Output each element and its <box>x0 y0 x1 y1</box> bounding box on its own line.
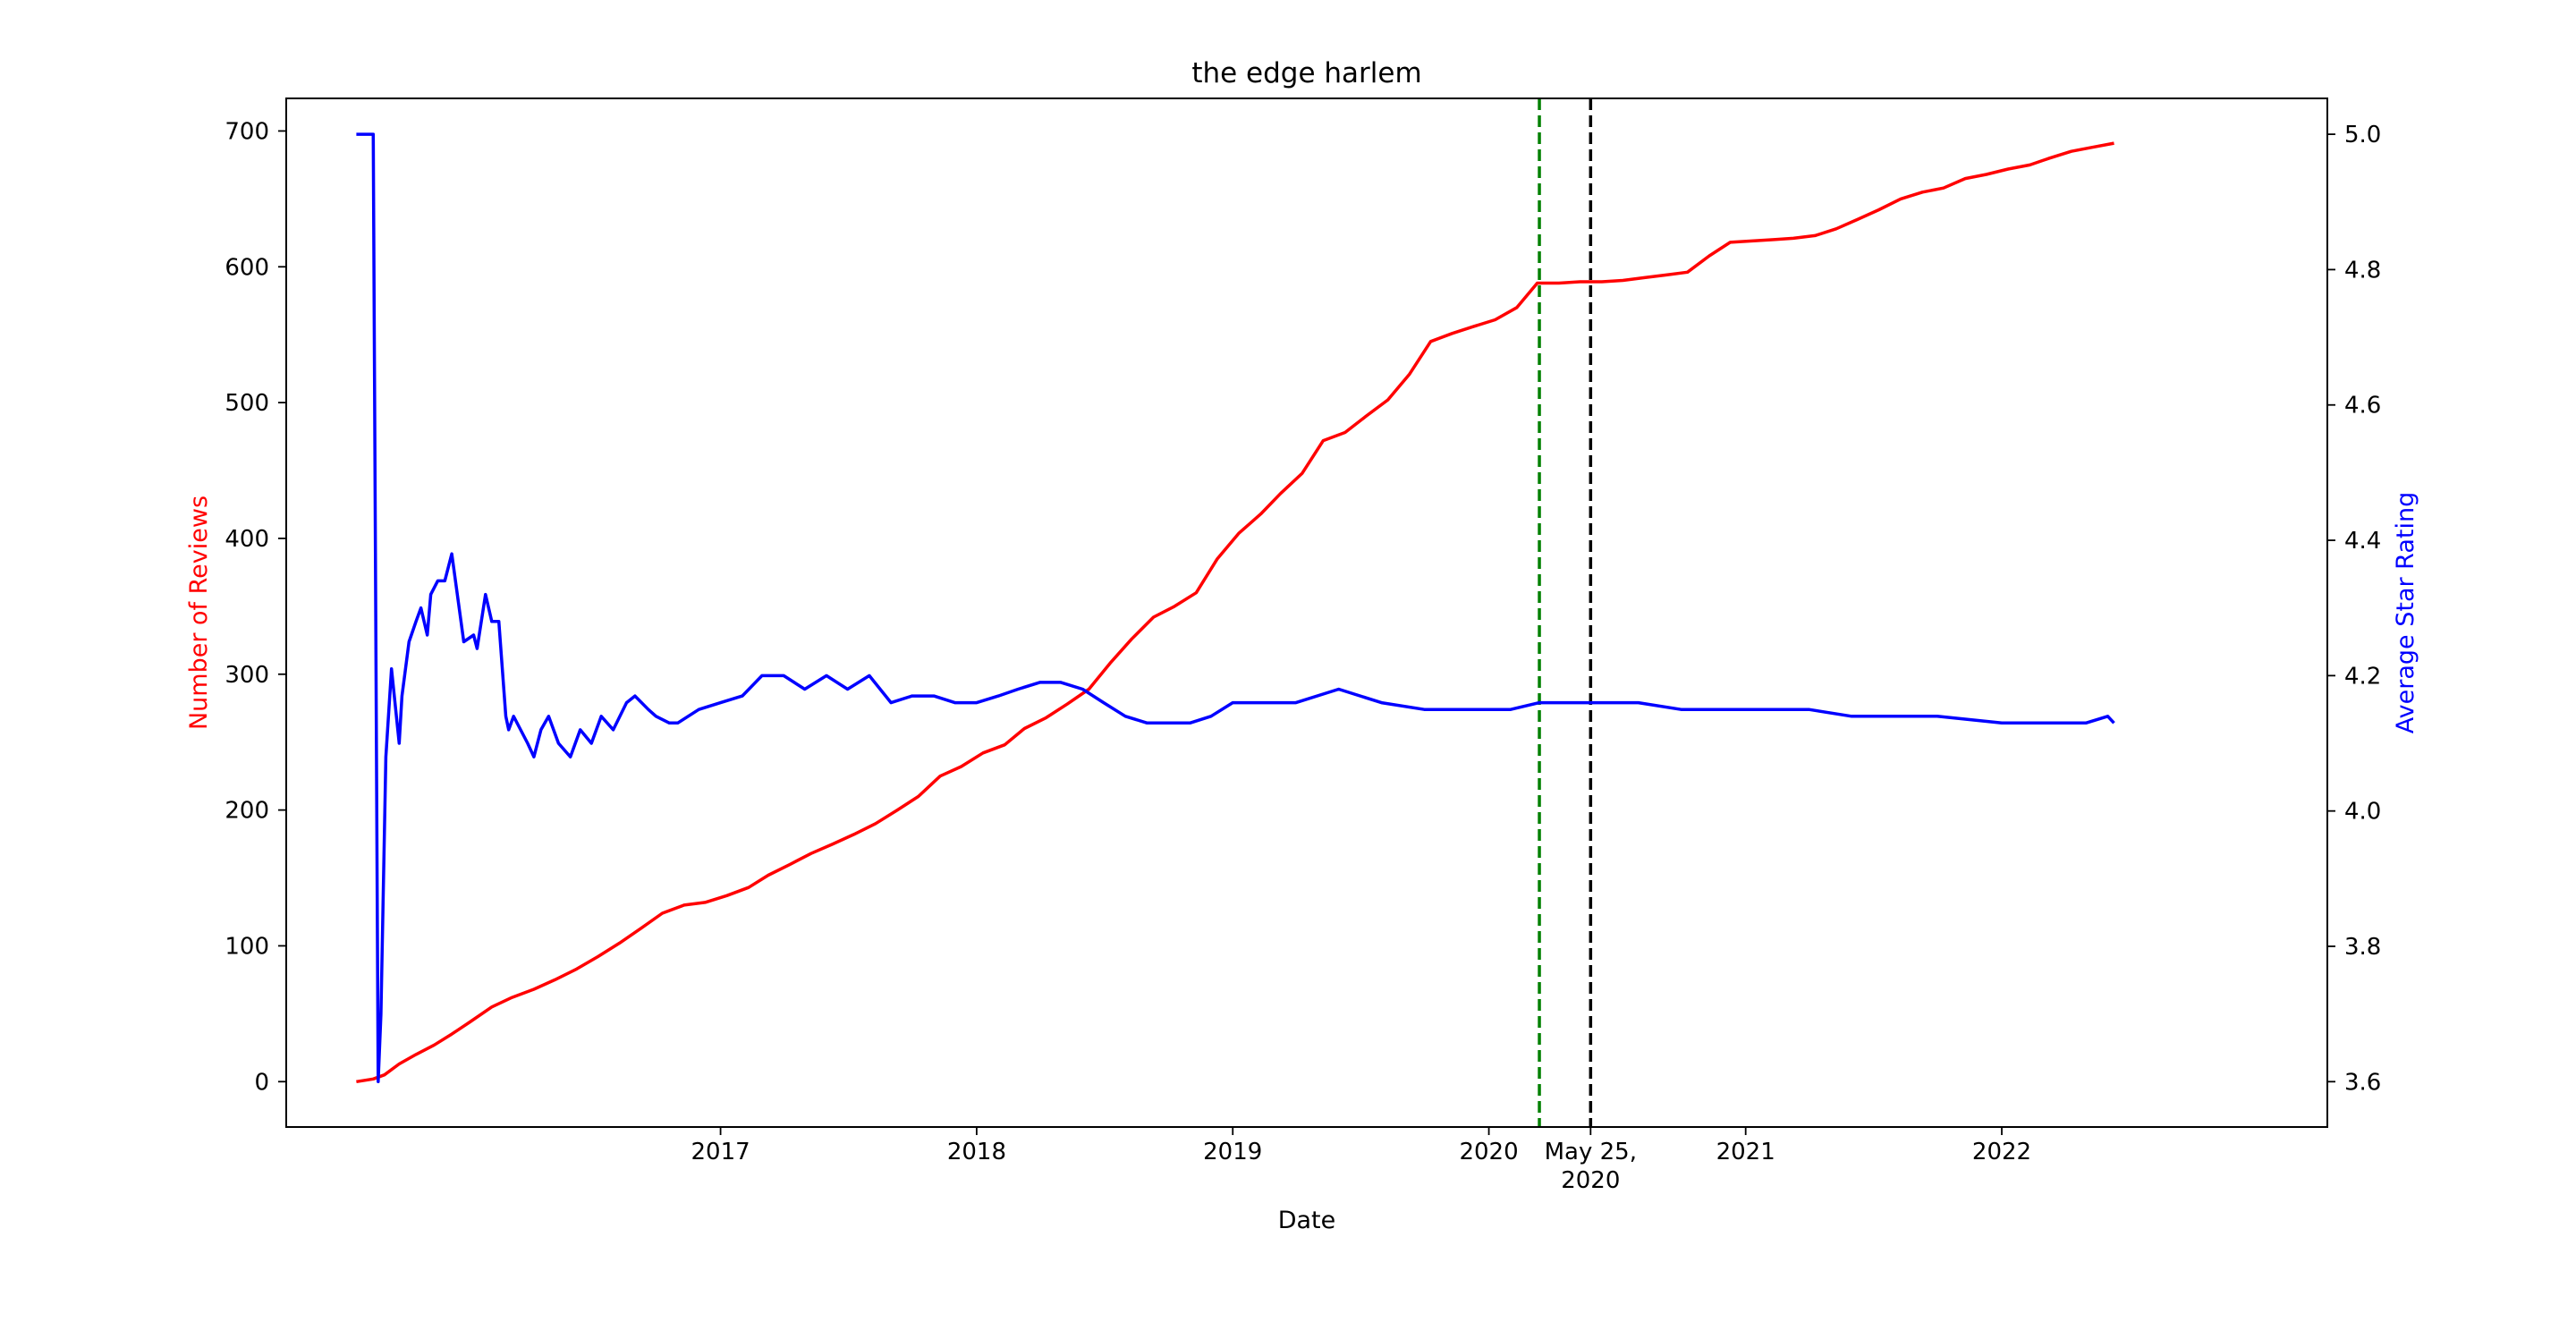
x-tick-label: 2020 <box>1459 1139 1518 1165</box>
x-tick-label: 2020 <box>1561 1167 1620 1194</box>
y-left-tick-label: 400 <box>225 526 269 553</box>
y-right-tick-label: 4.2 <box>2344 663 2381 690</box>
y-axis-right: 3.6 3.8 4.0 4.2 4.4 4.6 4.8 5.0 <box>2327 122 2381 1096</box>
y-left-tick-label: 700 <box>225 118 269 145</box>
y-right-tick-label: 4.6 <box>2344 393 2381 419</box>
y-right-tick-label: 3.8 <box>2344 934 2381 961</box>
y-left-tick-label: 200 <box>225 798 269 825</box>
y-right-tick-label: 4.8 <box>2344 257 2381 284</box>
x-tick-label: May 25, <box>1545 1139 1637 1165</box>
y-axis-left: 0 100 200 300 400 500 600 700 <box>225 118 286 1096</box>
plot-frame <box>285 97 2328 1128</box>
y-left-tick-label: 0 <box>254 1069 269 1096</box>
series-line-left <box>356 141 2114 1084</box>
y-left-tick-label: 300 <box>225 662 269 689</box>
y-axis-right-label: Average Star Rating <box>2392 492 2419 733</box>
y-right-tick-label: 3.6 <box>2344 1069 2381 1096</box>
x-tick-label: 2019 <box>1203 1139 1262 1165</box>
x-axis-label: Date <box>1278 1207 1336 1234</box>
reference-lines <box>1538 98 1593 1127</box>
x-tick-label: 2018 <box>947 1139 1006 1165</box>
x-tick-label: 2022 <box>1972 1139 2031 1165</box>
y-right-tick-label: 4.0 <box>2344 799 2381 826</box>
y-right-tick-label: 5.0 <box>2344 122 2381 148</box>
series-group <box>356 132 2115 1084</box>
x-tick-label: 2017 <box>691 1139 750 1165</box>
series-line-right <box>356 132 2115 1084</box>
y-axis-left-label: Number of Reviews <box>185 496 213 730</box>
y-left-tick-label: 100 <box>225 933 269 960</box>
chart-title: the edge harlem <box>1191 57 1421 89</box>
y-left-tick-label: 600 <box>225 254 269 281</box>
y-left-tick-label: 500 <box>225 390 269 417</box>
y-right-tick-label: 4.4 <box>2344 528 2381 555</box>
x-tick-label: 2021 <box>1716 1139 1775 1165</box>
